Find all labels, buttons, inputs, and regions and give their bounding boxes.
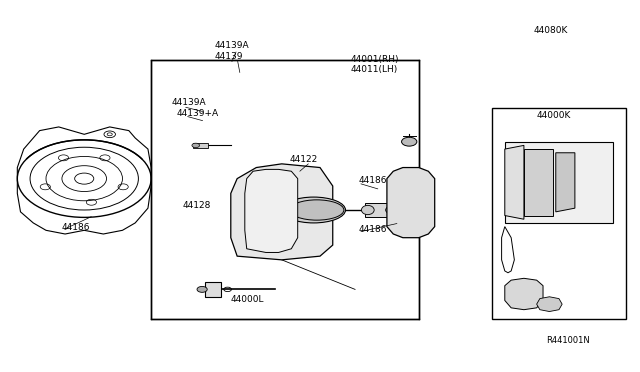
Ellipse shape xyxy=(290,200,344,220)
Bar xyxy=(365,203,394,217)
Polygon shape xyxy=(537,297,562,311)
Text: 44001(RH): 44001(RH) xyxy=(351,55,399,64)
Text: 44139+A: 44139+A xyxy=(177,109,219,118)
Ellipse shape xyxy=(282,197,346,223)
Polygon shape xyxy=(387,167,435,238)
Text: 44186: 44186 xyxy=(358,176,387,185)
Circle shape xyxy=(192,143,200,148)
Text: 44128: 44128 xyxy=(183,201,211,210)
Polygon shape xyxy=(556,153,575,212)
Text: 44000K: 44000K xyxy=(537,111,571,120)
Bar xyxy=(492,109,626,319)
Circle shape xyxy=(197,286,207,292)
Circle shape xyxy=(401,137,417,146)
Text: 44139A: 44139A xyxy=(172,98,206,107)
Ellipse shape xyxy=(362,205,374,215)
Text: 44000L: 44000L xyxy=(231,295,264,304)
Bar xyxy=(151,61,419,319)
Polygon shape xyxy=(505,145,524,219)
Text: 44186: 44186 xyxy=(358,225,387,234)
Text: 44011(LH): 44011(LH) xyxy=(351,65,398,74)
Text: 44080K: 44080K xyxy=(534,26,568,35)
Text: 44186: 44186 xyxy=(62,223,90,232)
Bar xyxy=(205,282,221,297)
Text: R441001N: R441001N xyxy=(546,336,590,345)
Polygon shape xyxy=(231,164,333,260)
Text: 44139A: 44139A xyxy=(215,41,250,49)
Text: 44122: 44122 xyxy=(289,155,317,164)
Polygon shape xyxy=(245,169,298,253)
Text: 44139: 44139 xyxy=(215,52,243,61)
Circle shape xyxy=(386,206,401,214)
Bar xyxy=(193,143,209,148)
Bar xyxy=(505,142,613,223)
Polygon shape xyxy=(524,149,552,215)
Polygon shape xyxy=(505,278,543,310)
